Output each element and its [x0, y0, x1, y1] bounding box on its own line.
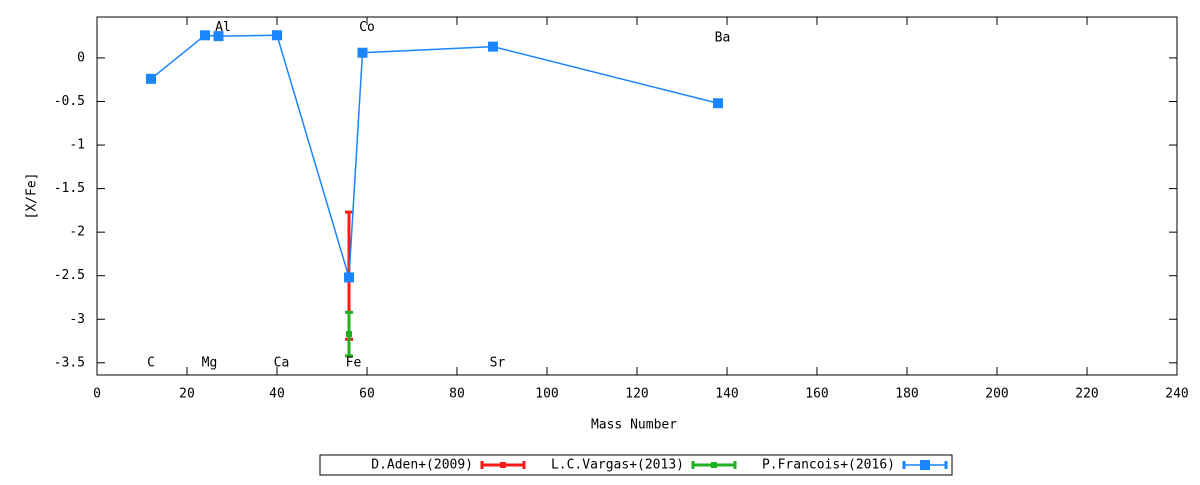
point [357, 47, 368, 58]
y-tick-label: -3 [69, 312, 85, 327]
annotation: C [147, 355, 155, 370]
annotation: Al [215, 20, 231, 35]
x-tick-label: 0 [93, 387, 101, 402]
point [146, 73, 156, 84]
plot-frame [96, 16, 1178, 376]
x-axis-label: Mass Number [591, 418, 677, 433]
y-tick-label: -1 [69, 138, 85, 153]
annotation: Ba [715, 30, 731, 45]
x-tick-label: 160 [805, 387, 828, 402]
x-tick-label: 20 [179, 387, 195, 402]
x-tick-label: 180 [895, 387, 918, 402]
legend-label: P.Francois+(2016) [762, 458, 895, 473]
x-tick-label: 200 [985, 387, 1008, 402]
annotation: Ca [274, 355, 290, 370]
y-tick-label: -2 [69, 225, 85, 240]
legend-label: D.Aden+(2009) [371, 458, 473, 473]
x-tick-label: 220 [1075, 387, 1098, 402]
annotation: Co [359, 20, 375, 35]
point [344, 272, 354, 283]
y-tick-label: -0.5 [54, 94, 85, 109]
legend-box [319, 454, 953, 476]
x-tick-label: 100 [535, 387, 558, 402]
point [488, 41, 498, 52]
series-line [150, 34, 719, 278]
annotation: Fe [346, 355, 362, 370]
point [213, 31, 224, 42]
point [713, 98, 723, 109]
y-tick-label: -1.5 [54, 181, 85, 196]
x-tick-label: 60 [359, 387, 375, 402]
legend-marker [500, 462, 506, 468]
y-tick-label: 0 [77, 50, 85, 65]
x-tick-label: 40 [269, 387, 285, 402]
x-tick-label: 120 [625, 387, 648, 402]
x-tick-label: 80 [449, 387, 465, 402]
point [346, 331, 352, 338]
legend-marker [920, 460, 930, 470]
legend-label: L.C.Vargas+(2013) [551, 458, 684, 473]
y-tick-label: -2.5 [54, 268, 85, 283]
legend-marker [711, 462, 717, 468]
point [200, 30, 210, 41]
annotation: Sr [490, 355, 506, 370]
point [272, 30, 282, 41]
x-tick-label: 140 [715, 387, 738, 402]
y-axis-label: [X/Fe] [25, 173, 40, 220]
x-tick-label: 240 [1165, 387, 1188, 402]
annotation: Mg [202, 355, 218, 370]
y-tick-label: -3.5 [54, 355, 85, 370]
